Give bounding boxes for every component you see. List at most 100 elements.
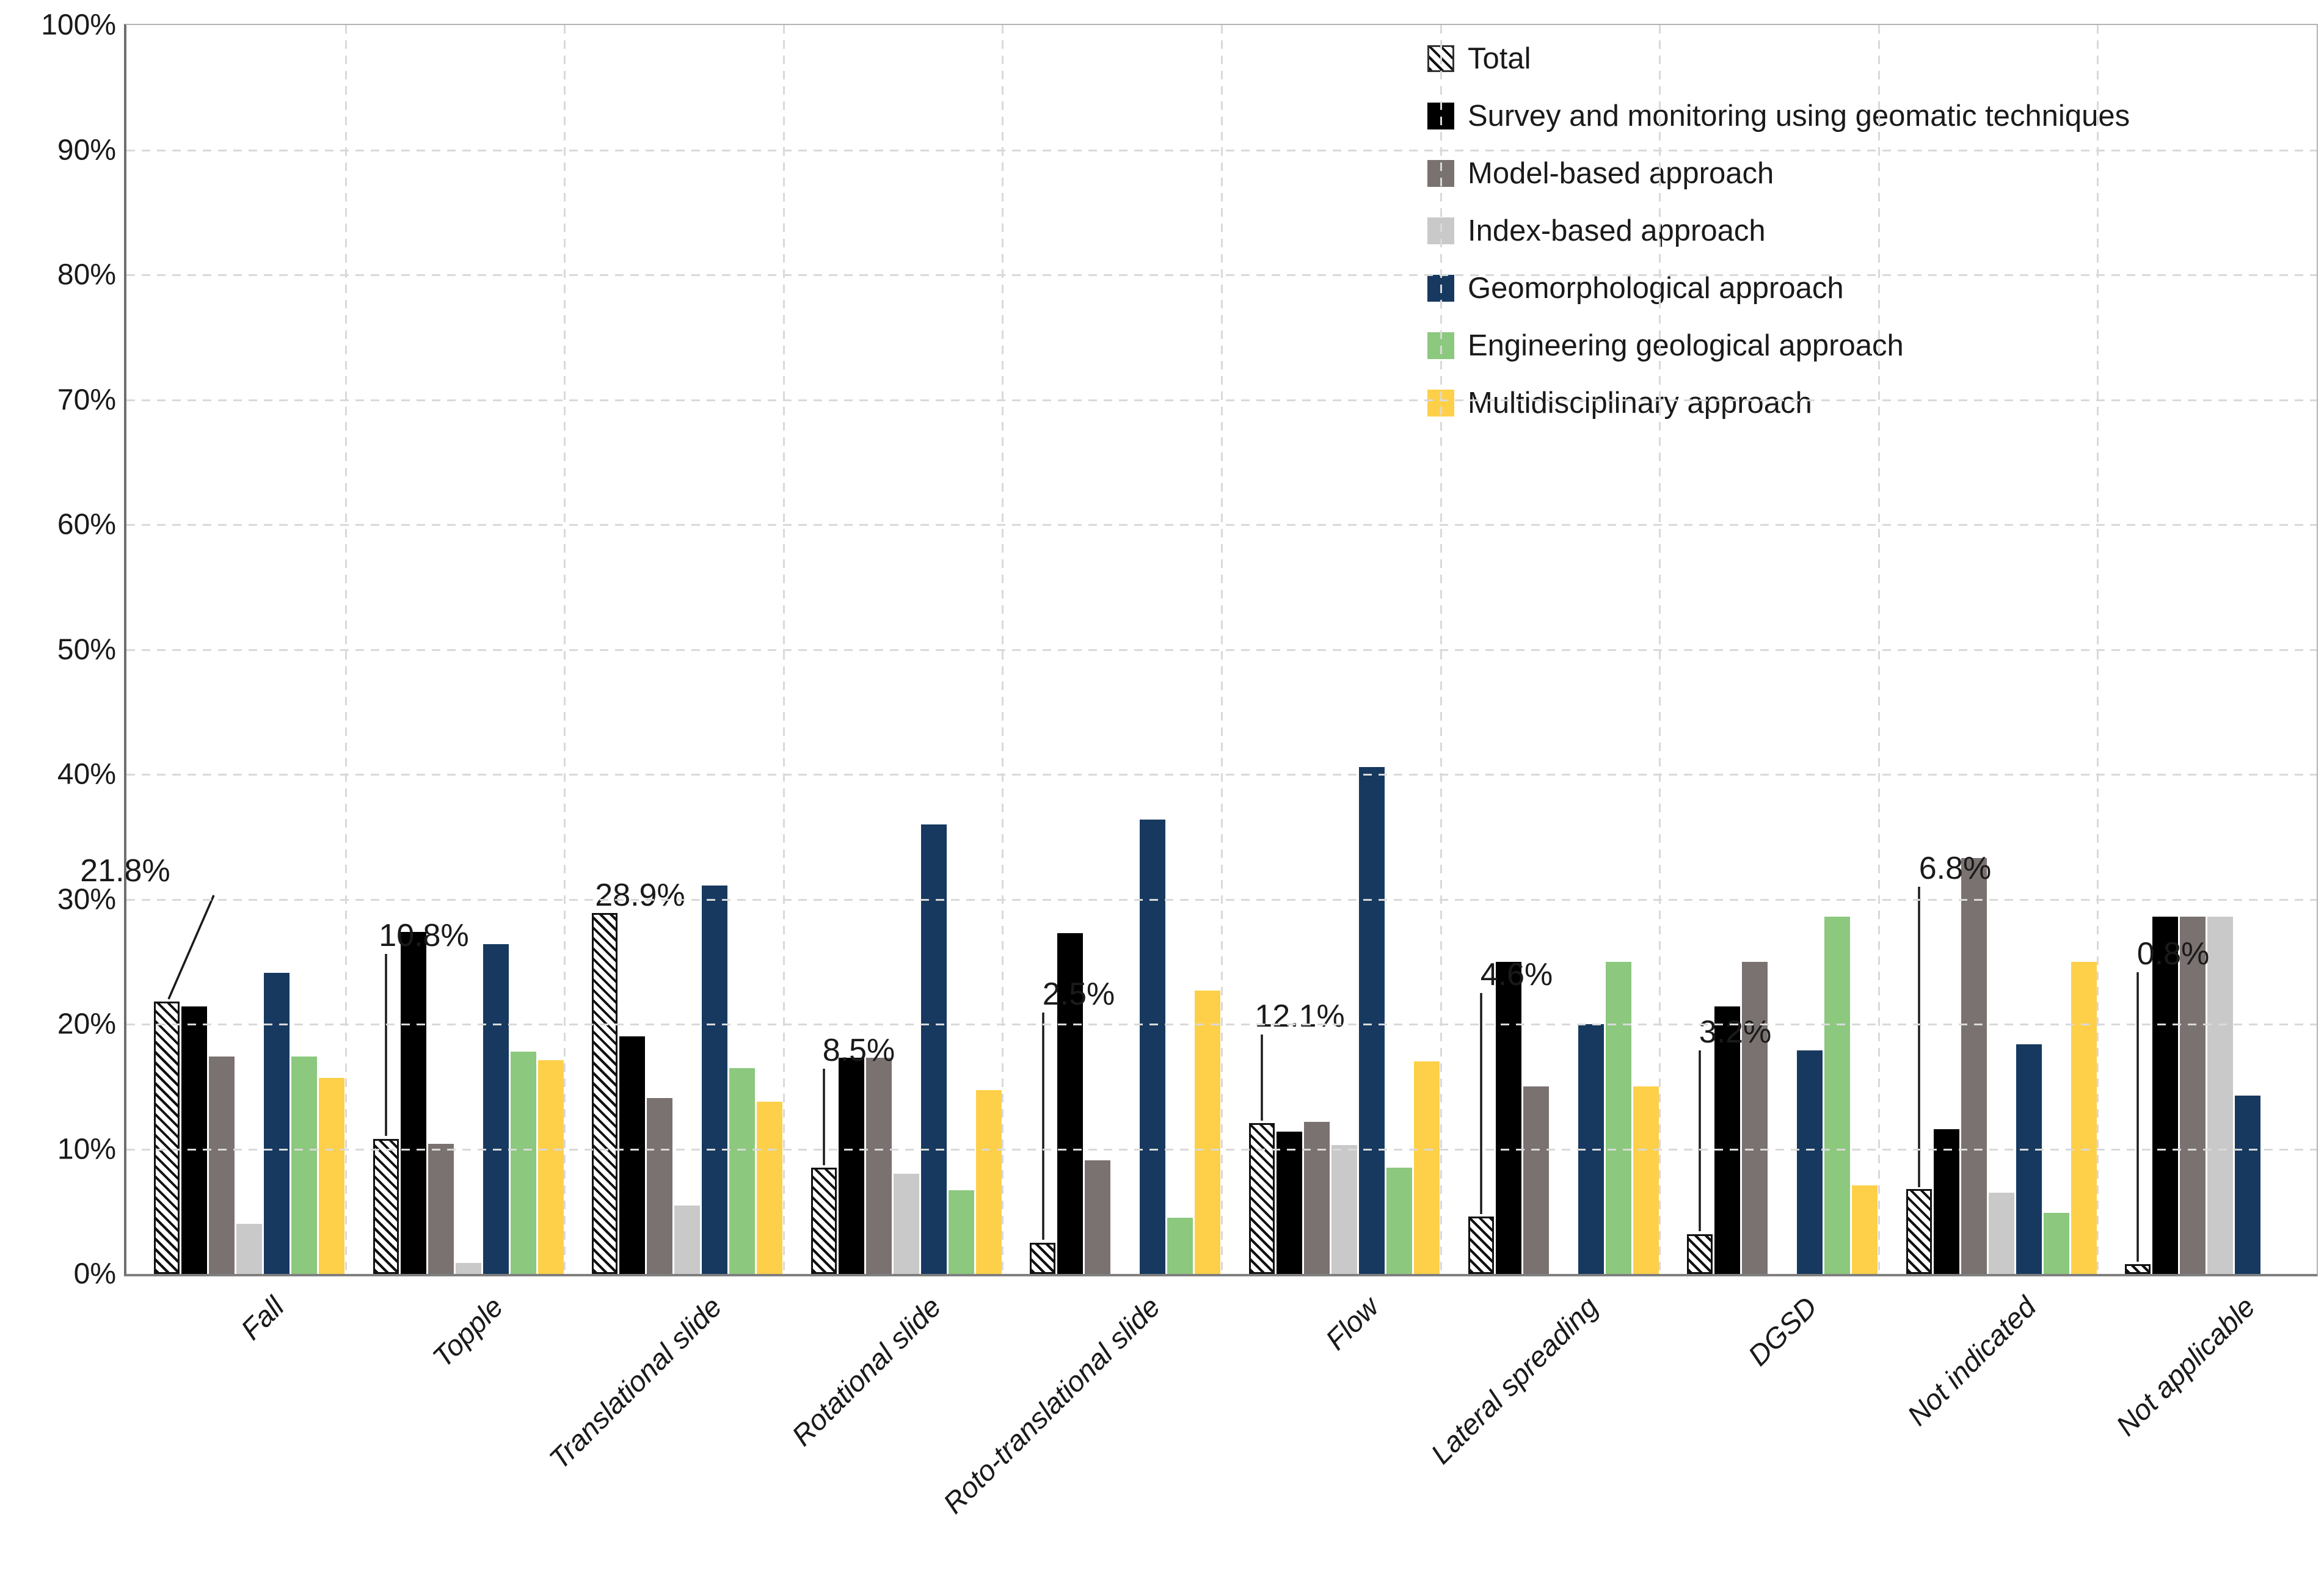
bar-s3-c0	[236, 1224, 262, 1274]
y-tick-label: 80%	[57, 258, 116, 291]
value-label: 0.8%	[2136, 936, 2210, 972]
legend-item-3: Index-based approach	[1427, 214, 1766, 248]
gridline-vertical	[1002, 25, 1004, 1274]
bar-s2-c4	[1085, 1160, 1111, 1274]
x-category-label: Fall	[234, 1290, 290, 1346]
legend-label: Geomorphological approach	[1468, 272, 1844, 305]
bar-s3-c9	[2207, 917, 2234, 1274]
x-category-label: Flow	[1319, 1290, 1385, 1356]
bar-s0-c2	[592, 912, 618, 1274]
gridline-vertical	[1659, 25, 1661, 1274]
y-tick-label: 0%	[73, 1257, 116, 1290]
bar-s4-c3	[920, 824, 947, 1274]
y-tick-label: 100%	[41, 9, 116, 42]
value-label: 10.8%	[379, 918, 469, 953]
y-tick-label: 60%	[57, 508, 116, 541]
bar-s1-c5	[1277, 1131, 1302, 1274]
value-label: 4.6%	[1480, 957, 1553, 992]
bar-s5-c1	[510, 1051, 536, 1274]
bar-s2-c5	[1304, 1121, 1330, 1274]
bar-s1-c9	[2152, 917, 2179, 1274]
gridline-vertical	[344, 25, 347, 1274]
value-label: 3.2%	[1699, 1014, 1772, 1050]
bar-s2-c9	[2180, 917, 2206, 1274]
bar-s5-c8	[2043, 1212, 2069, 1274]
x-category-label: Topple	[426, 1290, 509, 1373]
value-label: 2.5%	[1042, 977, 1115, 1012]
gridline-vertical	[2097, 25, 2099, 1274]
bar-s6-c6	[1633, 1086, 1659, 1274]
legend-item-2: Model-based approach	[1427, 156, 1774, 191]
gridline-vertical	[564, 25, 566, 1274]
legend-label: Engineering geological approach	[1468, 329, 1904, 362]
bar-s6-c0	[319, 1077, 344, 1274]
bar-s2-c8	[1961, 858, 1987, 1274]
bar-s1-c6	[1495, 961, 1521, 1274]
bar-s3-c8	[1988, 1193, 2014, 1274]
bar-s2-c2	[647, 1097, 673, 1274]
bar-s3-c2	[674, 1205, 701, 1274]
legend-item-4: Geomorphological approach	[1427, 271, 1844, 305]
bar-s6-c1	[537, 1060, 564, 1274]
x-category-label: Lateral spreading	[1424, 1290, 1605, 1471]
value-label: 6.8%	[1918, 851, 1992, 886]
bar-s0-c0	[154, 1002, 180, 1274]
bar-s0-c6	[1468, 1216, 1494, 1274]
gridline-vertical	[1878, 25, 1880, 1274]
x-category-label: Rotational slide	[785, 1290, 947, 1452]
bar-s0-c9	[2125, 1264, 2151, 1274]
bar-s4-c2	[702, 886, 728, 1274]
bar-s4-c8	[2016, 1044, 2042, 1274]
bar-s1-c3	[838, 1058, 864, 1274]
y-tick-label: 70%	[57, 384, 116, 416]
bar-s3-c5	[1331, 1145, 1357, 1274]
y-tick-label: 50%	[57, 633, 116, 666]
bar-s6-c8	[2071, 961, 2097, 1274]
bar-s2-c6	[1523, 1086, 1549, 1274]
y-tick-label: 30%	[57, 883, 116, 915]
legend-item-5: Engineering geological approach	[1427, 329, 1904, 363]
bar-s2-c7	[1742, 961, 1768, 1274]
gridline-vertical	[782, 25, 785, 1274]
x-category-label: DGSD	[1741, 1290, 1823, 1372]
bar-s3-c3	[893, 1174, 919, 1274]
legend-label: Index-based approach	[1468, 214, 1766, 247]
bar-s0-c5	[1249, 1122, 1275, 1274]
y-tick-label: 10%	[57, 1133, 116, 1165]
legend-item-6: Multidisciplinary approach	[1427, 386, 1812, 420]
bar-s1-c8	[1933, 1129, 1959, 1274]
bar-s5-c5	[1386, 1168, 1412, 1274]
y-tick-label: 20%	[57, 1008, 116, 1041]
gridline-vertical	[1221, 25, 1223, 1274]
x-category-label: Not indicated	[1900, 1290, 2042, 1432]
bar-s1-c1	[400, 931, 426, 1274]
legend-label: Total	[1468, 42, 1531, 75]
gridline-vertical	[1440, 25, 1442, 1274]
bar-s0-c4	[1030, 1242, 1056, 1274]
x-category-label: Translational slide	[542, 1290, 728, 1475]
bar-s2-c3	[865, 1058, 892, 1274]
bar-s4-c0	[264, 973, 290, 1274]
bar-s1-c4	[1057, 933, 1084, 1274]
legend-item-1: Survey and monitoring using geomatic tec…	[1427, 99, 2130, 133]
bar-s6-c7	[1852, 1185, 1878, 1274]
value-label: 12.1%	[1255, 998, 1345, 1034]
bar-s0-c3	[810, 1168, 837, 1274]
bar-s1-c0	[181, 1006, 207, 1274]
bar-s2-c1	[428, 1144, 454, 1274]
bar-s1-c2	[619, 1036, 646, 1274]
value-label: 21.8%	[80, 853, 170, 889]
y-tick-label: 90%	[57, 134, 116, 166]
bar-s5-c6	[1605, 961, 1631, 1274]
bar-s0-c8	[1906, 1188, 1932, 1274]
bar-s4-c4	[1140, 819, 1166, 1274]
bar-s4-c5	[1359, 766, 1385, 1274]
legend-label: Survey and monitoring using geomatic tec…	[1468, 100, 2130, 133]
bar-s5-c2	[729, 1068, 756, 1274]
bar-s4-c7	[1797, 1050, 1823, 1274]
bar-s3-c1	[455, 1262, 481, 1274]
bar-s5-c4	[1167, 1217, 1193, 1274]
legend-label: Multidisciplinary approach	[1468, 387, 1812, 420]
bar-s6-c3	[975, 1090, 1002, 1274]
